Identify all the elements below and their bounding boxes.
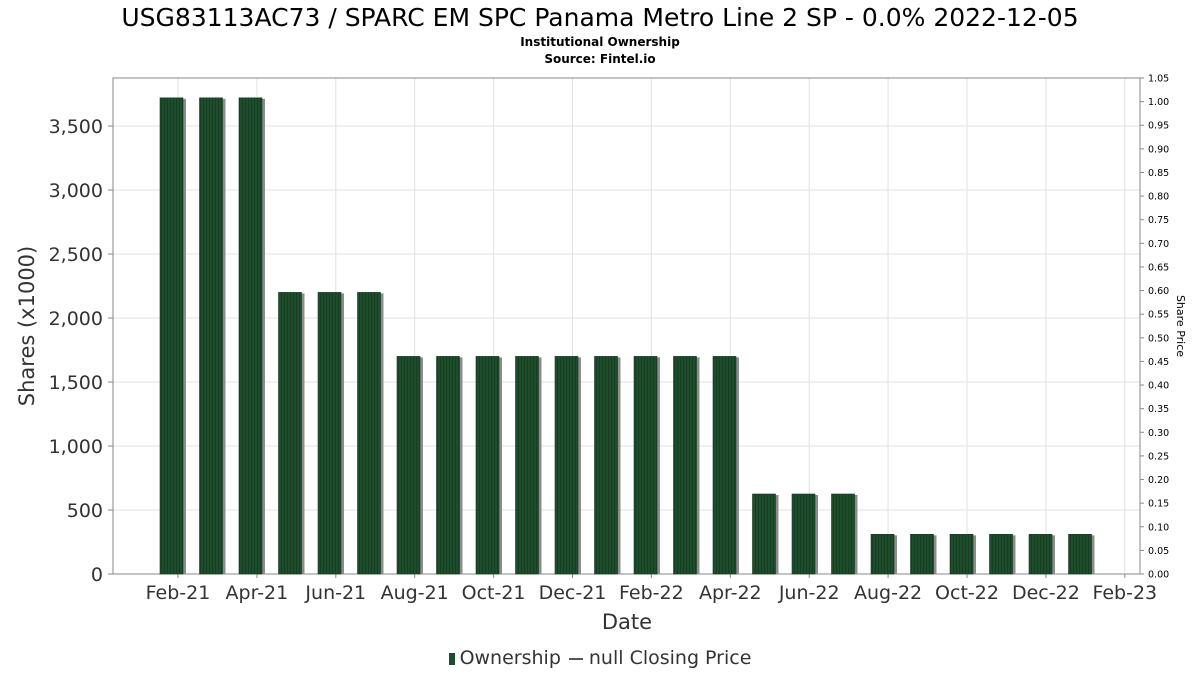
chart-source: Source: Fintel.io: [544, 52, 656, 66]
ownership-bar: [515, 356, 539, 575]
y2-tick-label: 0.70: [1148, 239, 1169, 250]
plot-frame: [112, 77, 1141, 575]
y2-tick-label: 0.75: [1148, 215, 1169, 226]
ownership-bar: [594, 356, 618, 575]
legend: Ownership null Closing Price: [0, 646, 1200, 670]
y2-tick-label: 0.10: [1148, 522, 1169, 533]
y2-tick-label: 0.90: [1148, 144, 1169, 155]
legend-price-line: [568, 657, 583, 660]
y-tick-label: 1,500: [49, 372, 103, 394]
ownership-bar: [1068, 534, 1092, 575]
y2-tick-label: 0.45: [1148, 357, 1169, 368]
x-tick-label: Aug-22: [854, 582, 922, 604]
y2-tick-label: 0.65: [1148, 262, 1169, 273]
y2-tick-label: 0.35: [1148, 404, 1169, 415]
x-tick-label: Feb-22: [619, 582, 684, 604]
ownership-bar: [396, 356, 421, 575]
x-axis-title: Date: [602, 610, 652, 634]
y-axis-title: Shares (x1000): [15, 246, 39, 406]
x-tick-label: Jun-22: [778, 582, 840, 604]
y-tick-label: 3,000: [49, 180, 103, 202]
legend-price-label: null Closing Price: [588, 647, 752, 669]
ownership-bar: [278, 292, 302, 575]
x-tick-label: Aug-21: [381, 582, 449, 604]
ownership-bar: [752, 493, 776, 575]
y2-tick-label: 0.15: [1148, 499, 1169, 510]
y-tick-label: 2,000: [49, 308, 103, 330]
ownership-bar: [436, 356, 460, 575]
y2-tick-label: 0.95: [1148, 121, 1169, 132]
ownership-bar: [870, 534, 895, 575]
y2-tick-label: 0.30: [1148, 428, 1169, 439]
y2-tick-label: 0.85: [1148, 168, 1169, 179]
y2-tick-label: 0.20: [1148, 475, 1169, 486]
y2-tick-label: 0.60: [1148, 286, 1169, 297]
y2-tick-label: 0.50: [1148, 333, 1169, 344]
ownership-bar: [831, 493, 855, 575]
ownership-bar: [910, 534, 934, 575]
ownership-bar: [949, 534, 974, 575]
y-tick-label: 2,500: [49, 244, 103, 266]
x-tick-label: Apr-22: [699, 582, 762, 604]
y-tick-label: 1,000: [49, 436, 103, 458]
ownership-bar: [633, 356, 658, 575]
ownership-bar: [159, 97, 184, 575]
x-tick-label: Dec-22: [1012, 582, 1080, 604]
y2-tick-label: 0.00: [1148, 570, 1169, 581]
legend-ownership-label: Ownership: [459, 647, 561, 669]
bars: [159, 97, 1095, 575]
y-tick-label: 500: [67, 500, 103, 522]
y2-tick-label: 1.00: [1148, 97, 1169, 108]
y2-axis-tick-labels: 0.00 0.05 0.10 0.15 0.20 0.25 0.30 0.35 0.40 0.45…: [1148, 74, 1169, 581]
y2-tick-label: 0.40: [1148, 381, 1169, 392]
chart-subtitle: Institutional Ownership: [520, 35, 680, 49]
ownership-bar: [989, 534, 1013, 575]
ownership-bar: [475, 356, 500, 575]
ownership-bar: [199, 97, 223, 575]
ownership-bar: [791, 493, 816, 575]
y2-tick-label: 0.55: [1148, 310, 1169, 321]
y2-tick-label: 0.05: [1148, 546, 1169, 557]
x-tick-label: Apr-21: [226, 582, 289, 604]
x-tick-label: Feb-21: [146, 582, 211, 604]
ownership-bar: [317, 292, 342, 575]
y2-tick-label: 0.25: [1148, 451, 1169, 462]
y-axis-tick-labels: 0 500 1,000 1,500 2,000 2,500 3,000 3,500: [49, 116, 103, 586]
x-tick-label: Oct-21: [462, 582, 526, 604]
chart-title: USG83113AC73 / SPARC EM SPC Panama Metro…: [121, 3, 1079, 32]
x-tick-label: Oct-22: [935, 582, 999, 604]
x-tick-label: Dec-21: [539, 582, 607, 604]
x-axis-tick-labels: Feb-21 Apr-21 Jun-21 Aug-21 Oct-21 Dec-21 Feb-…: [146, 582, 1157, 604]
y-tick-label: 3,500: [49, 116, 103, 138]
ownership-bar: [238, 97, 263, 575]
legend-ownership-swatch: [448, 652, 455, 665]
ownership-bar: [357, 292, 381, 575]
y2-tick-label: 0.80: [1148, 192, 1169, 203]
y2-axis-title: Share Price: [1174, 295, 1187, 357]
x-tick-label: Jun-21: [304, 582, 366, 604]
ownership-bar: [712, 356, 737, 575]
y-tick-label: 0: [91, 564, 103, 586]
ownership-bar: [673, 356, 697, 575]
x-tick-label: Feb-23: [1092, 582, 1157, 604]
ownership-bar: [1028, 534, 1053, 575]
ownership-bar: [554, 356, 579, 575]
y2-tick-label: 1.05: [1148, 74, 1169, 85]
